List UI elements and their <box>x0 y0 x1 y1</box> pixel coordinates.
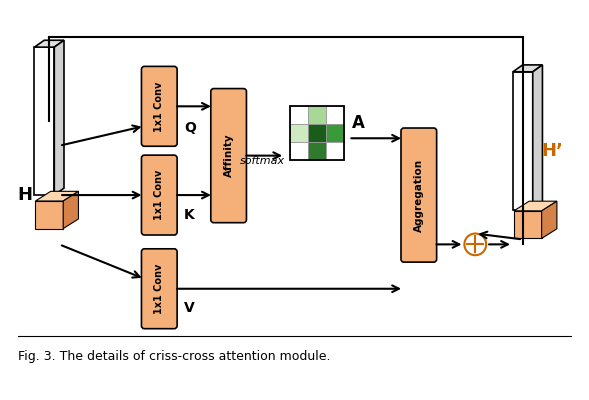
FancyBboxPatch shape <box>141 155 177 235</box>
Bar <box>326 124 343 142</box>
Bar <box>290 106 308 124</box>
Text: H: H <box>17 186 32 204</box>
Polygon shape <box>35 40 64 47</box>
Text: Fig. 3. The details of criss-cross attention module.: Fig. 3. The details of criss-cross atten… <box>18 350 330 363</box>
FancyBboxPatch shape <box>401 128 436 262</box>
Bar <box>308 124 326 142</box>
Text: H’: H’ <box>542 142 564 160</box>
Bar <box>308 106 326 124</box>
Bar <box>290 142 308 160</box>
Polygon shape <box>54 40 64 195</box>
Bar <box>326 106 343 124</box>
Text: Aggregation: Aggregation <box>414 158 424 232</box>
FancyBboxPatch shape <box>141 66 177 146</box>
Bar <box>290 124 308 142</box>
Text: 1x1 Conv: 1x1 Conv <box>154 81 164 132</box>
Text: V: V <box>184 302 195 316</box>
Polygon shape <box>63 191 78 228</box>
Text: 1x1 Conv: 1x1 Conv <box>154 264 164 314</box>
Bar <box>326 142 343 160</box>
Text: Affinity: Affinity <box>224 134 234 178</box>
Text: 1x1 Conv: 1x1 Conv <box>154 170 164 220</box>
Polygon shape <box>35 47 54 195</box>
Circle shape <box>464 234 486 255</box>
Polygon shape <box>542 201 557 238</box>
Text: softmax: softmax <box>240 156 285 166</box>
Polygon shape <box>532 65 542 210</box>
Polygon shape <box>513 72 532 210</box>
FancyBboxPatch shape <box>211 88 246 223</box>
Text: A: A <box>352 114 365 132</box>
Bar <box>308 142 326 160</box>
Polygon shape <box>513 65 542 72</box>
Text: Q: Q <box>184 121 196 135</box>
Bar <box>290 106 343 160</box>
Polygon shape <box>514 211 542 238</box>
FancyBboxPatch shape <box>141 249 177 329</box>
Polygon shape <box>514 201 557 211</box>
Text: K: K <box>184 208 195 222</box>
Polygon shape <box>35 201 63 228</box>
Polygon shape <box>35 191 78 201</box>
